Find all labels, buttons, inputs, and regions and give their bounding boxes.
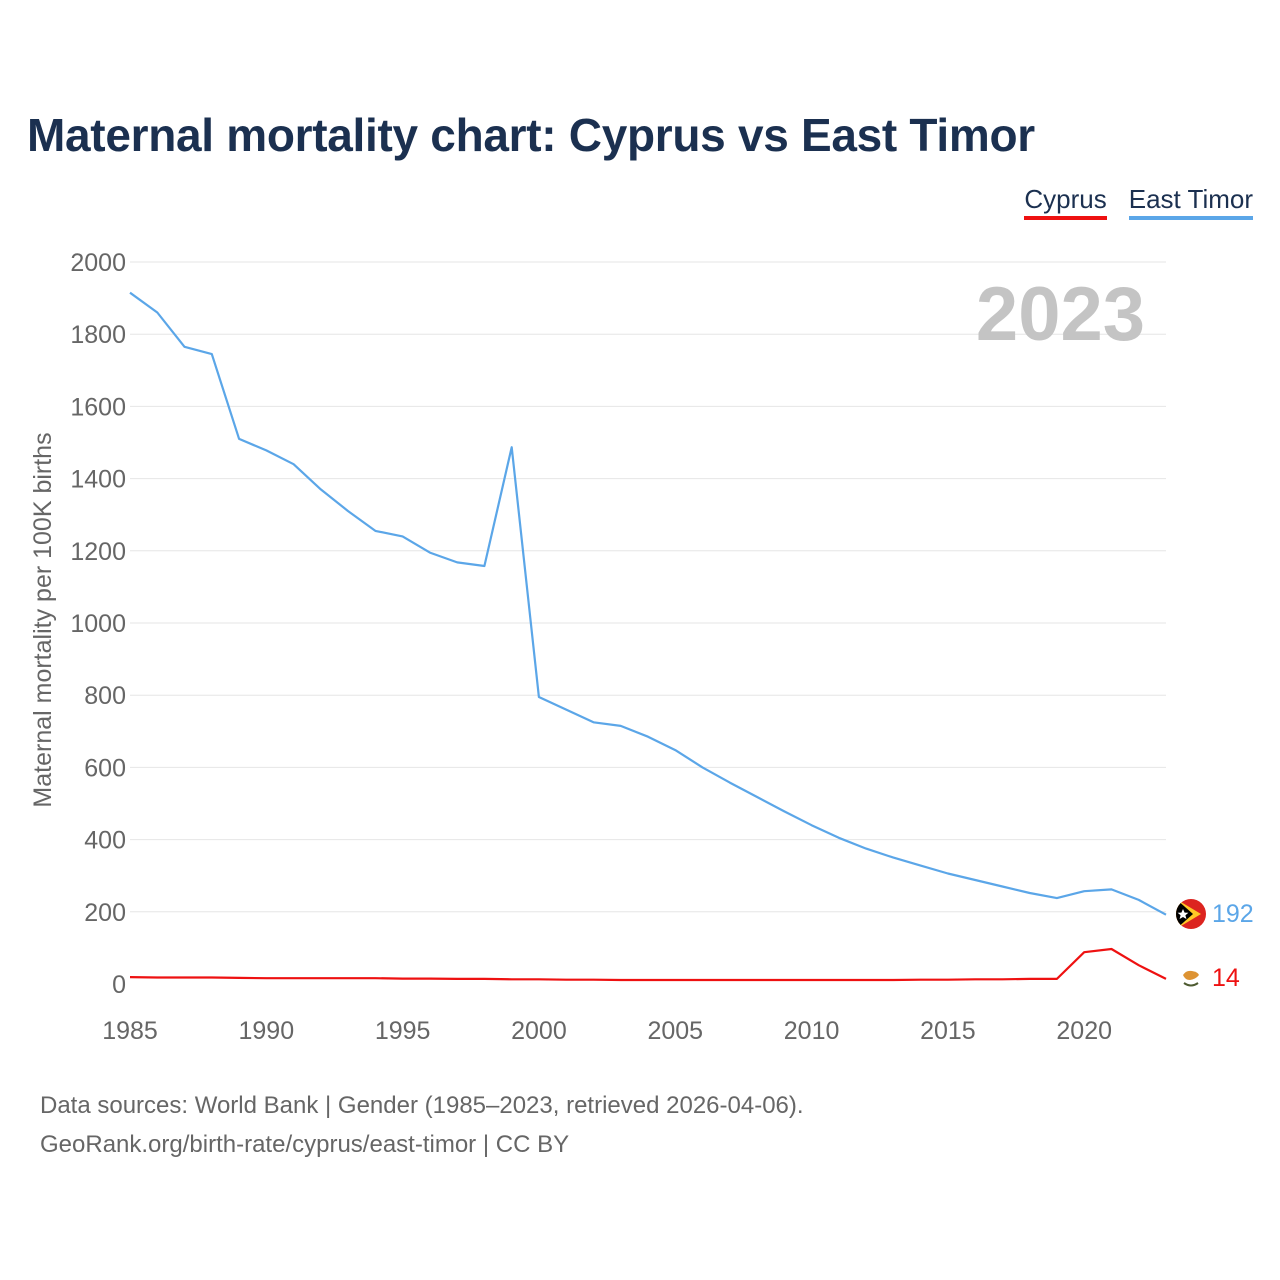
legend-item-east-timor[interactable]: East Timor	[1128, 184, 1253, 220]
x-tick-label: 1990	[239, 1017, 295, 1045]
series-line-east-timor	[129, 291, 1167, 916]
y-tick-label: 800	[84, 682, 126, 710]
x-tick-label: 1985	[102, 1017, 158, 1045]
year-watermark: 2023	[976, 272, 1145, 357]
attribution-text: GeoRank.org/birth-rate/cyprus/east-timor…	[40, 1131, 570, 1158]
x-tick-label: 2010	[784, 1017, 840, 1045]
end-label-east-timor: 192	[1212, 900, 1254, 928]
chart-title: Maternal mortality chart: Cyprus vs East…	[27, 109, 1035, 161]
y-tick-label: 400	[84, 827, 126, 855]
y-tick-label: 2000	[70, 249, 126, 277]
end-label-cyprus: 14	[1212, 964, 1240, 992]
data-source-text: Data sources: World Bank | Gender (1985–…	[40, 1092, 804, 1119]
x-tick-label: 2005	[647, 1017, 703, 1045]
grid-lines	[130, 261, 1166, 913]
cyprus-flag-icon	[1176, 963, 1206, 993]
y-tick-label: 600	[84, 754, 126, 782]
series-line-cyprus	[129, 947, 1167, 982]
series-lines	[129, 291, 1167, 982]
y-axis-ticks: 0 200 400 600 800 1000 1200 1400 1600 1800 2000	[70, 249, 126, 999]
legend: Cyprus East Timor	[1024, 184, 1253, 220]
y-axis-label: Maternal mortality per 100K births	[29, 432, 57, 807]
y-tick-label: 1600	[70, 393, 126, 421]
x-tick-label: 2000	[511, 1017, 567, 1045]
y-tick-label: 1800	[70, 321, 126, 349]
y-tick-label: 0	[112, 971, 126, 999]
x-tick-label: 2020	[1056, 1017, 1112, 1045]
footer: Data sources: World Bank | Gender (1985–…	[40, 1086, 804, 1164]
x-axis-ticks: 1985 1990 1995 2000 2005 2010 2015 2020	[102, 1017, 1112, 1045]
y-tick-label: 1000	[70, 610, 126, 638]
x-tick-label: 2015	[920, 1017, 976, 1045]
east-timor-flag-icon	[1176, 899, 1206, 929]
line-chart: 2023 0 200 400 600 800 1000 1200 1400 1600 1800 20…	[29, 249, 1254, 1045]
y-tick-label: 200	[84, 899, 126, 927]
y-tick-label: 1400	[70, 466, 126, 494]
x-tick-label: 1995	[375, 1017, 431, 1045]
y-tick-label: 1200	[70, 538, 126, 566]
legend-item-cyprus[interactable]: Cyprus	[1024, 184, 1107, 220]
